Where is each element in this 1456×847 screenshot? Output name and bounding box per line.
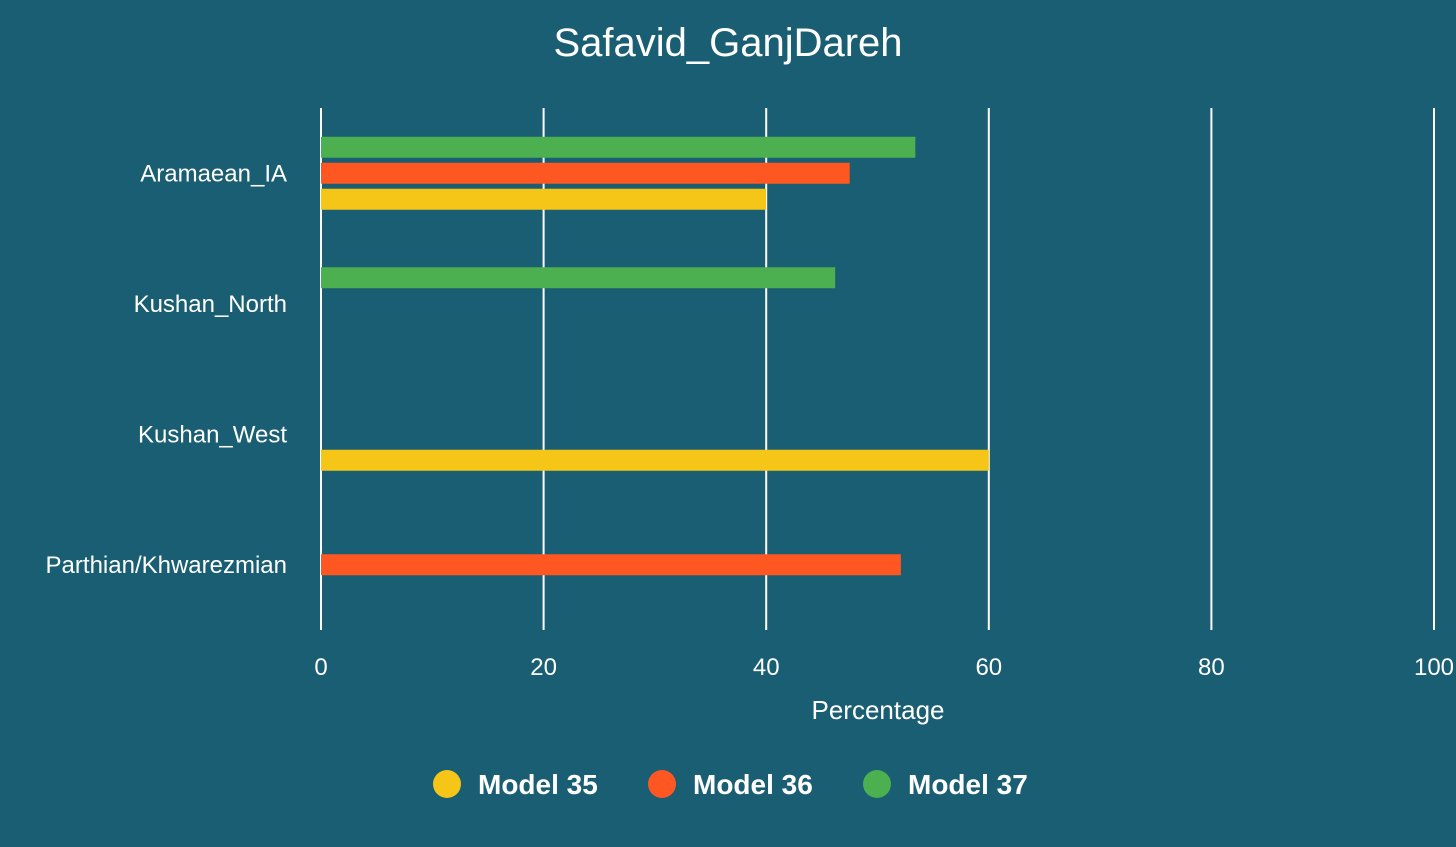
legend-label: Model 35 [478,769,598,800]
category-label: Kushan_North [134,291,287,318]
category-labels: Aramaean_IA Kushan_North Kushan_West Parthi… [46,160,288,579]
legend: Model 35 Model 36 Model 37 [433,769,1028,800]
bar [321,267,836,289]
category-label: Aramaean_IA [140,160,287,187]
bar [321,188,767,210]
bar [321,162,850,184]
legend-marker [648,770,676,798]
category-label: Parthian/Khwarezmian [46,552,287,579]
bars [321,136,989,576]
bar [321,554,901,576]
x-tick-label: 80 [1198,654,1225,681]
x-tick-label: 40 [753,654,780,681]
x-tick-label: 0 [314,654,327,681]
x-tick-label: 20 [530,654,557,681]
legend-label: Model 36 [693,769,813,800]
legend-label: Model 37 [908,769,1028,800]
legend-marker [433,770,461,798]
grid-lines [320,108,1435,630]
x-tick-labels: 0 20 40 60 80 100 [314,654,1454,681]
bar [321,449,989,471]
bar [321,136,916,158]
category-label: Kushan_West [138,421,287,448]
x-tick-label: 100 [1414,654,1454,681]
legend-marker [863,770,891,798]
x-tick-label: 60 [975,654,1002,681]
x-axis-title: Percentage [812,695,945,725]
chart-title: Safavid_GanjDareh [553,21,902,65]
